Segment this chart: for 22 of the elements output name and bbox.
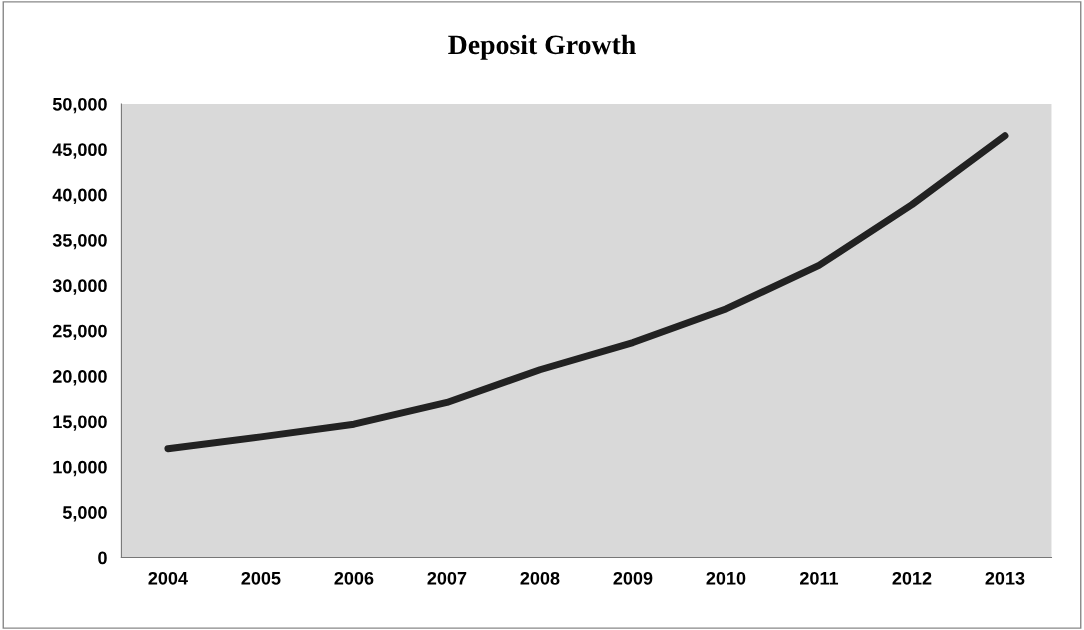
chart-title: Deposit Growth bbox=[448, 34, 636, 60]
x-tick-label: 2011 bbox=[800, 571, 839, 585]
x-tick-label: 2005 bbox=[241, 571, 281, 585]
y-tick-label: 50,000 bbox=[52, 97, 107, 114]
y-tick-label: 20,000 bbox=[52, 370, 107, 386]
y-tick-label: 15,000 bbox=[53, 415, 107, 431]
y-tick-label: 45,000 bbox=[52, 143, 107, 159]
x-tick-label: 2006 bbox=[334, 571, 374, 585]
x-tick-label: 2013 bbox=[985, 571, 1025, 585]
y-tick-label: 0 bbox=[98, 551, 107, 565]
x-tick-label: 2012 bbox=[892, 571, 932, 585]
x-tick-label: 2007 bbox=[427, 571, 467, 585]
y-tick-label: 10,000 bbox=[53, 460, 107, 477]
y-tick-label: 5,000 bbox=[62, 506, 107, 522]
x-tick-label: 2008 bbox=[520, 571, 560, 585]
x-tick-label: 2010 bbox=[706, 571, 746, 585]
y-tick-label: 30,000 bbox=[52, 279, 107, 295]
x-tick-label: 2009 bbox=[613, 571, 653, 585]
y-tick-label: 25,000 bbox=[52, 324, 107, 341]
y-tick-label: 35,000 bbox=[52, 233, 107, 250]
y-tick-label: 40,000 bbox=[52, 188, 107, 205]
x-tick-label: 2004 bbox=[148, 571, 188, 585]
